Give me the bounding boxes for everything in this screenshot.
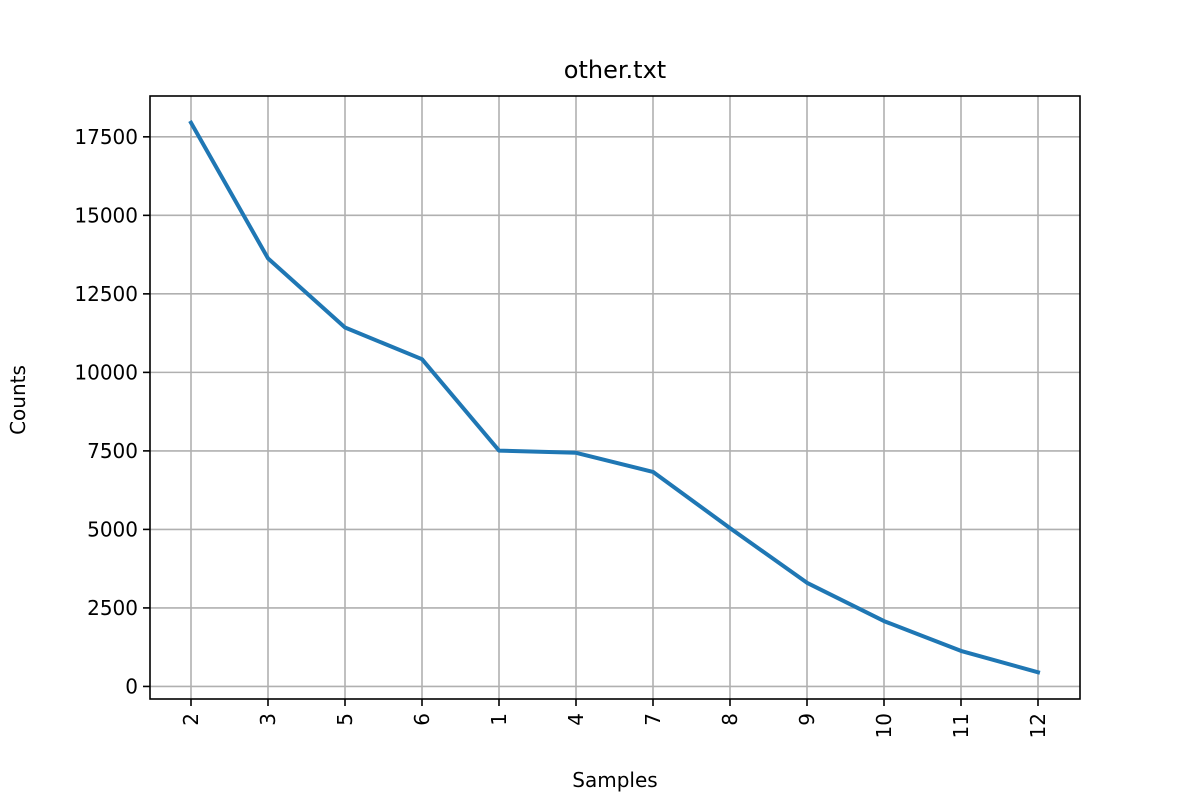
y-tick-label: 2500 xyxy=(87,596,138,620)
x-tick-label: 5 xyxy=(333,713,357,726)
x-tick-label: 9 xyxy=(795,713,819,726)
x-tick-label: 7 xyxy=(641,713,665,726)
x-tick-label: 12 xyxy=(1026,713,1050,738)
x-tick-label: 3 xyxy=(256,713,280,726)
x-tick-label: 4 xyxy=(564,713,588,726)
series-line xyxy=(188,119,1041,675)
tick-labels: 2 3 5 6 1 4 7 8 9 10 11 12 0 2500 5000 7500 10000 12500 15… xyxy=(74,125,1050,739)
y-tick-label: 7500 xyxy=(87,439,138,463)
x-tick-label: 10 xyxy=(872,713,896,738)
y-tick-label: 17500 xyxy=(74,125,138,149)
x-tick-label: 2 xyxy=(179,713,203,726)
y-tick-label: 10000 xyxy=(74,360,138,384)
plot-frame xyxy=(149,95,1081,700)
x-tick-label: 6 xyxy=(410,713,434,726)
y-tick-label: 5000 xyxy=(87,517,138,541)
x-tick-label: 8 xyxy=(718,713,742,726)
y-tick-label: 15000 xyxy=(74,203,138,227)
x-axis-label: Samples xyxy=(572,768,657,792)
y-axis-label: Counts xyxy=(6,365,30,435)
axis-ticks xyxy=(143,136,1039,706)
y-tick-label: 0 xyxy=(125,674,138,698)
grid-lines xyxy=(150,96,1080,699)
x-tick-label: 11 xyxy=(949,713,973,738)
y-tick-label: 12500 xyxy=(74,282,138,306)
chart-title: other.txt xyxy=(564,56,666,84)
x-tick-label: 1 xyxy=(487,713,511,726)
series-lines xyxy=(188,119,1041,675)
